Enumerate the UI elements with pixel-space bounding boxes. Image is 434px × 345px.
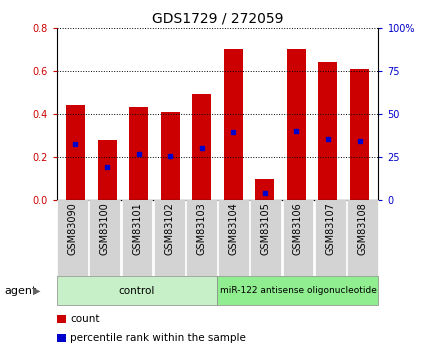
Text: miR-122 antisense oligonucleotide: miR-122 antisense oligonucleotide xyxy=(219,286,375,295)
Text: GSM83104: GSM83104 xyxy=(228,202,238,255)
Text: count: count xyxy=(70,314,100,324)
Text: GSM83090: GSM83090 xyxy=(68,202,77,255)
Bar xyxy=(255,179,274,200)
FancyBboxPatch shape xyxy=(217,200,249,276)
Text: agent: agent xyxy=(4,286,36,296)
Bar xyxy=(97,140,116,200)
Bar xyxy=(318,62,337,200)
FancyBboxPatch shape xyxy=(121,200,152,276)
FancyBboxPatch shape xyxy=(250,200,281,276)
FancyBboxPatch shape xyxy=(314,200,345,276)
FancyBboxPatch shape xyxy=(56,276,217,305)
Text: ▶: ▶ xyxy=(33,286,40,296)
Text: GSM83105: GSM83105 xyxy=(260,202,270,255)
Bar xyxy=(224,49,242,200)
Bar xyxy=(192,95,210,200)
FancyBboxPatch shape xyxy=(153,200,184,276)
Text: GSM83107: GSM83107 xyxy=(325,202,334,255)
Bar xyxy=(66,105,85,200)
Text: GSM83102: GSM83102 xyxy=(164,202,174,255)
FancyBboxPatch shape xyxy=(346,200,377,276)
Text: percentile rank within the sample: percentile rank within the sample xyxy=(70,333,246,343)
FancyBboxPatch shape xyxy=(185,200,217,276)
Text: GSM83101: GSM83101 xyxy=(132,202,141,255)
FancyBboxPatch shape xyxy=(56,334,66,342)
Bar xyxy=(286,49,305,200)
Bar xyxy=(129,107,148,200)
Text: GSM83108: GSM83108 xyxy=(357,202,366,255)
FancyBboxPatch shape xyxy=(217,276,378,305)
Bar xyxy=(349,69,368,200)
FancyBboxPatch shape xyxy=(282,200,313,276)
Text: control: control xyxy=(118,286,155,296)
Title: GDS1729 / 272059: GDS1729 / 272059 xyxy=(151,11,283,25)
FancyBboxPatch shape xyxy=(56,315,66,323)
Text: GSM83103: GSM83103 xyxy=(196,202,206,255)
FancyBboxPatch shape xyxy=(89,200,120,276)
Text: GSM83100: GSM83100 xyxy=(100,202,109,255)
Bar xyxy=(160,112,179,200)
Text: GSM83106: GSM83106 xyxy=(293,202,302,255)
FancyBboxPatch shape xyxy=(57,200,88,276)
